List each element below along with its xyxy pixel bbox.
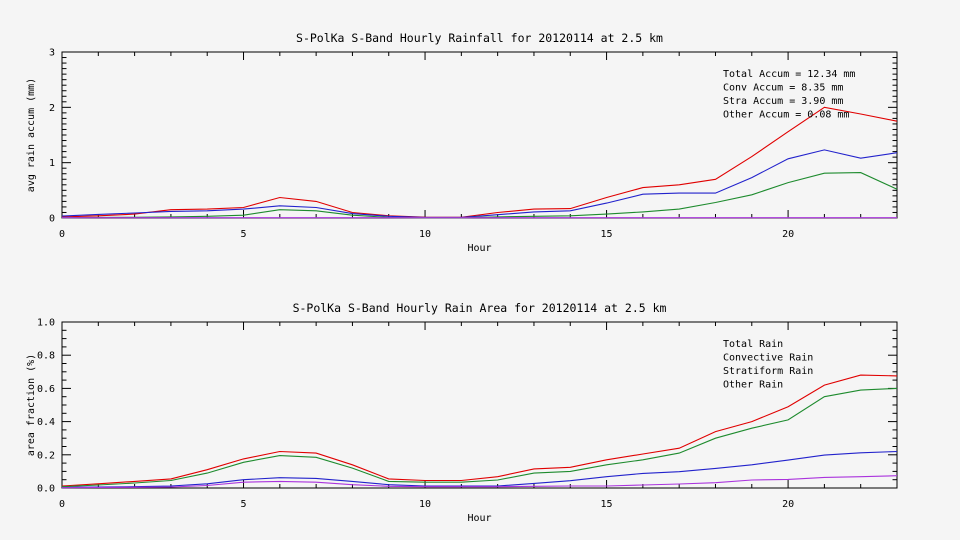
series-line-stratiform-rain xyxy=(61,387,898,488)
x-tick-label: 20 xyxy=(782,229,794,240)
rain-area-chart-svg: S-PolKa S-Band Hourly Rain Area for 2012… xyxy=(26,301,898,524)
legend: Total Rain Convective Rain Stratiform Rain… xyxy=(723,339,813,391)
rain-area-chart: S-PolKa S-Band Hourly Rain Area for 2012… xyxy=(0,270,960,540)
y-tick-label: 0 xyxy=(49,214,55,225)
y-axis-label: avg rain accum (mm) xyxy=(26,78,37,192)
y-tick-label: 0.2 xyxy=(37,450,55,461)
y-tick-label: 0.4 xyxy=(37,417,55,428)
legend-stratiform-rain: Stratiform Rain xyxy=(723,366,813,377)
y-tick-label: 1 xyxy=(49,158,55,169)
x-tick-label: 5 xyxy=(241,499,247,510)
x-tick-label: 15 xyxy=(601,229,613,240)
x-axis-label: Hour xyxy=(467,513,491,524)
rainfall-chart-svg: S-PolKa S-Band Hourly Rainfall for 20120… xyxy=(26,31,898,254)
x-tick-label: 0 xyxy=(59,499,65,510)
x-tick-label: 0 xyxy=(59,229,65,240)
rainfall-chart: S-PolKa S-Band Hourly Rainfall for 20120… xyxy=(26,31,898,254)
x-tick-label: 20 xyxy=(782,499,794,510)
y-tick-label: 2 xyxy=(49,103,55,114)
y-tick-label: 0.6 xyxy=(37,384,55,395)
legend-convective-rain: Convective Rain xyxy=(723,353,813,364)
series-line-conv-accum xyxy=(61,149,898,218)
legend-total-rain: Total Rain xyxy=(723,339,783,350)
legend-total-accum: Total Accum = 12.34 mm xyxy=(723,69,855,80)
series-line-total-accum xyxy=(61,106,898,218)
legend-stra-accum: Stra Accum = 3.90 mm xyxy=(723,96,843,107)
legend-other-rain: Other Rain xyxy=(723,380,783,391)
legend-other-accum: Other Accum = 0.08 mm xyxy=(723,110,849,121)
y-tick-label: 0.0 xyxy=(37,484,55,495)
x-axis-ticks xyxy=(61,52,898,218)
legend-conv-accum: Conv Accum = 8.35 mm xyxy=(723,83,843,94)
x-tick-label: 15 xyxy=(601,499,613,510)
series-line-convective-rain xyxy=(61,450,898,488)
chart-title: S-PolKa S-Band Hourly Rainfall for 20120… xyxy=(296,31,663,45)
x-tick-label: 10 xyxy=(419,499,431,510)
y-tick-label: 0.8 xyxy=(37,351,55,362)
y-axis-label: area fraction (%) xyxy=(26,354,37,456)
x-axis-label: Hour xyxy=(467,243,491,254)
chart-title: S-PolKa S-Band Hourly Rain Area for 2012… xyxy=(293,301,667,315)
x-tick-label: 5 xyxy=(241,229,247,240)
y-tick-label: 3 xyxy=(49,48,55,59)
x-tick-label: 10 xyxy=(419,229,431,240)
y-tick-label: 1.0 xyxy=(37,318,55,329)
legend: Total Accum = 12.34 mm Conv Accum = 8.35 … xyxy=(723,69,855,121)
series-line-other-rain xyxy=(61,475,898,489)
series-line-total-rain xyxy=(61,374,898,487)
